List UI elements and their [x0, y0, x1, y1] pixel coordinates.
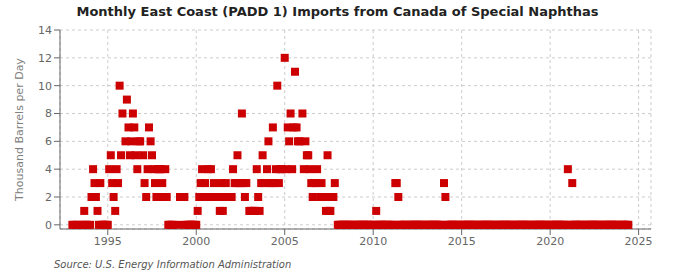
svg-text:1995: 1995 — [94, 235, 122, 248]
svg-text:14: 14 — [38, 24, 52, 37]
svg-text:0: 0 — [45, 219, 52, 232]
svg-text:2020: 2020 — [536, 235, 564, 248]
svg-text:10: 10 — [38, 80, 52, 93]
svg-text:12: 12 — [38, 52, 52, 65]
html-text:Monthly East Coast (PADD 1) Im: Monthly East Coast (PADD 1) Imports from… — [76, 4, 599, 19]
svg-text:2015: 2015 — [448, 235, 476, 248]
svg-text:6: 6 — [45, 135, 52, 148]
svg-text:2: 2 — [45, 191, 52, 204]
svg-text:8: 8 — [45, 107, 52, 120]
svg-text:2025: 2025 — [625, 235, 653, 248]
svg-text:2000: 2000 — [182, 235, 210, 248]
html-text:Source: U.S. Energy Informatio: Source: U.S. Energy Information Administ… — [54, 259, 292, 270]
svg-text:Thousand Barrels per Day: Thousand Barrels per Day — [13, 58, 26, 202]
svg-text:2005: 2005 — [271, 235, 299, 248]
svg-text:2010: 2010 — [359, 235, 387, 248]
svg-text:4: 4 — [45, 163, 52, 176]
